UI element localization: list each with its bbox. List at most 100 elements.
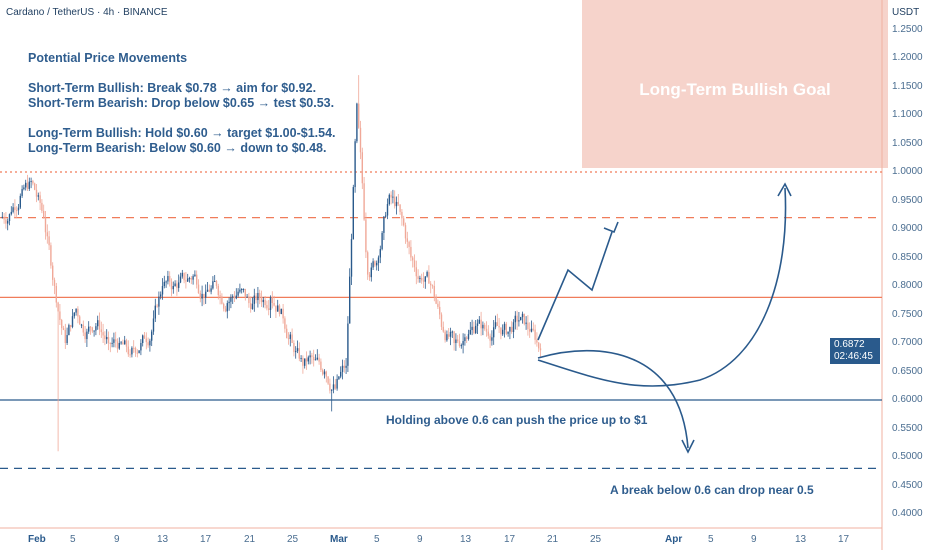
candle (323, 371, 326, 375)
x-tick-label: 25 (287, 534, 299, 545)
candle (277, 305, 279, 312)
currency-label: USDT (892, 7, 920, 18)
candle (268, 308, 270, 310)
candle (458, 341, 461, 346)
candle (217, 286, 219, 296)
candle (84, 332, 86, 340)
candle (12, 207, 14, 212)
candle (8, 214, 11, 221)
candle (17, 207, 20, 211)
candle (3, 216, 5, 220)
candle (365, 219, 367, 253)
candle (275, 305, 277, 312)
candle (471, 326, 473, 331)
candle (44, 217, 47, 233)
candle (37, 195, 39, 197)
candle (125, 340, 128, 347)
candle (503, 323, 506, 330)
candle (370, 267, 372, 278)
candle (145, 338, 147, 343)
candle (71, 316, 74, 327)
candle (109, 343, 111, 344)
candle (388, 194, 390, 205)
candle (143, 335, 146, 339)
candle (79, 316, 81, 325)
candle (80, 324, 83, 326)
candle (106, 336, 108, 340)
candle (19, 195, 21, 208)
x-tick-label: 9 (417, 534, 423, 545)
candle (208, 289, 210, 292)
candle (476, 323, 479, 326)
candle (512, 322, 515, 333)
candle (386, 204, 389, 216)
candle (511, 326, 513, 333)
candle (430, 283, 432, 286)
candle (104, 335, 106, 340)
candle (192, 276, 194, 280)
candle (210, 288, 212, 292)
candle (282, 308, 284, 319)
candle (246, 296, 248, 298)
candle (485, 328, 488, 332)
candle (154, 305, 156, 319)
candle (428, 272, 430, 284)
candle (273, 303, 275, 306)
candle (41, 202, 43, 211)
candle (410, 246, 412, 258)
candle (442, 326, 444, 332)
candle (39, 195, 41, 203)
candle (525, 322, 527, 324)
candle (385, 215, 387, 217)
candle (412, 257, 414, 261)
y-tick-label: 1.1000 (892, 109, 923, 120)
candle (403, 218, 405, 226)
candle (163, 281, 165, 286)
candle (413, 260, 416, 268)
candle (286, 328, 288, 339)
candle (75, 308, 77, 313)
candle (187, 278, 189, 282)
candle (406, 238, 408, 242)
candle (467, 334, 470, 339)
candle (300, 357, 302, 359)
candle (464, 337, 466, 342)
candle (404, 225, 407, 239)
candle (460, 345, 462, 347)
candle (138, 350, 140, 354)
candle (469, 330, 471, 335)
symbol-title[interactable]: Cardano / TetherUS · 4h · BINANCE (6, 7, 168, 18)
candle (280, 308, 282, 314)
arrowhead-icon (603, 221, 619, 234)
candle (287, 338, 290, 340)
candle (482, 324, 484, 329)
arrowhead-icon (777, 182, 792, 197)
arrowhead-icon (681, 439, 695, 454)
candle (498, 325, 500, 328)
candle (264, 299, 266, 306)
candle (422, 280, 425, 282)
candle (116, 341, 119, 349)
candle (532, 328, 534, 330)
candle (424, 276, 426, 282)
candle (32, 181, 34, 184)
y-tick-label: 0.9000 (892, 223, 923, 234)
candle (14, 207, 16, 211)
candle (529, 329, 531, 332)
candle (516, 315, 518, 322)
candle (500, 327, 502, 335)
candle (127, 346, 129, 355)
candle (89, 326, 92, 328)
candle (66, 335, 68, 343)
candle (251, 303, 254, 310)
candle (172, 286, 174, 290)
long-term-goal-box: Long-Term Bullish Goal (582, 0, 888, 168)
candle (257, 292, 259, 301)
x-tick-label: 5 (708, 534, 714, 545)
note-line: Short-Term Bearish: Drop below $0.65 → t… (28, 96, 335, 110)
candle (359, 127, 362, 153)
candle (203, 293, 205, 298)
x-tick-label: 25 (590, 534, 602, 545)
